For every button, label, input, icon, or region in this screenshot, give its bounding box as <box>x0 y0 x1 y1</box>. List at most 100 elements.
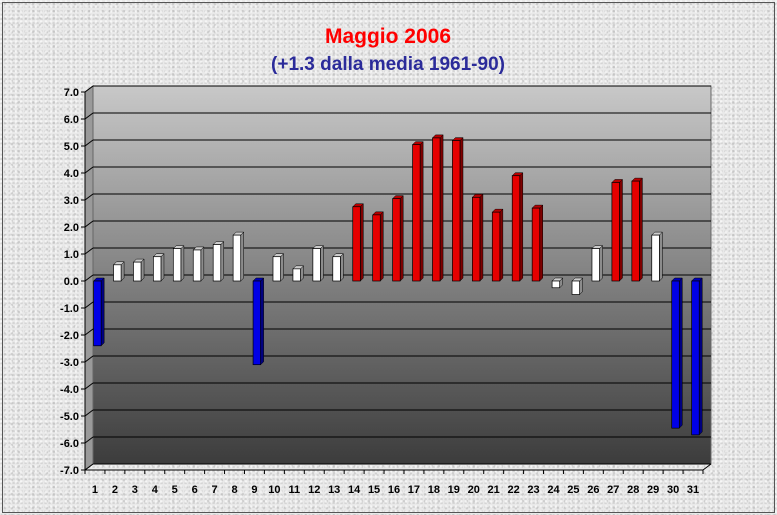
bar <box>372 214 381 282</box>
bar-side <box>100 277 105 347</box>
x-tick-label: 30 <box>667 484 679 496</box>
bar-side <box>240 231 244 282</box>
gridline-depth <box>84 112 94 120</box>
gridline-depth <box>84 220 94 228</box>
bar-side <box>479 193 484 282</box>
x-axis-depth <box>702 463 712 471</box>
bar <box>452 140 461 282</box>
gridline-depth <box>84 355 94 363</box>
x-tick-label: 20 <box>468 484 480 496</box>
x-tick-label: 8 <box>231 484 237 496</box>
bar <box>133 261 142 282</box>
bar-side <box>320 244 324 282</box>
bar-side <box>539 204 543 282</box>
y-tick-label: -5.0 <box>60 411 79 423</box>
bar <box>172 248 182 282</box>
gridline-depth <box>84 436 94 444</box>
x-tick-label: 23 <box>527 484 539 496</box>
y-tick-label: 2.0 <box>64 222 79 234</box>
bar <box>611 182 620 282</box>
y-tick-label: -1.0 <box>60 303 79 315</box>
bar <box>651 234 660 282</box>
gridline-depth <box>84 409 94 417</box>
bar <box>392 198 401 282</box>
y-tick-label: -4.0 <box>60 384 79 396</box>
gridline-depth <box>84 193 94 201</box>
x-tick-label: 4 <box>152 484 159 496</box>
y-tick-label: 6.0 <box>64 114 79 126</box>
bar-side <box>439 134 444 282</box>
x-tick-label: 10 <box>268 484 280 496</box>
x-tick-label: 18 <box>428 484 440 496</box>
x-tick-label: 25 <box>567 484 579 496</box>
bar <box>511 175 521 282</box>
bar-side <box>619 178 623 282</box>
x-tick-label: 17 <box>408 484 420 496</box>
x-tick-label: 7 <box>212 484 218 496</box>
bar-side <box>220 240 225 282</box>
bar <box>252 280 261 366</box>
bar <box>412 144 421 282</box>
bar <box>491 211 501 282</box>
y-tick-label: 0.0 <box>64 276 79 288</box>
y-tick-label: -2.0 <box>60 330 79 342</box>
bar <box>292 268 301 282</box>
bar <box>671 280 680 429</box>
y-tick-label: 4.0 <box>64 168 79 180</box>
bar <box>232 234 242 282</box>
bar-side <box>260 277 264 366</box>
bar <box>551 280 561 289</box>
x-tick-label: 22 <box>507 484 519 496</box>
bar-side <box>679 277 683 429</box>
y-tick-label: 5.0 <box>64 141 79 153</box>
bar-side <box>499 208 504 282</box>
gridline-depth <box>84 139 94 147</box>
bar <box>113 264 122 282</box>
y-tick-label: -7.0 <box>60 465 79 477</box>
bar <box>631 180 640 282</box>
x-tick-label: 29 <box>647 484 659 496</box>
x-tick-label: 24 <box>547 484 560 496</box>
x-tick-label: 12 <box>308 484 320 496</box>
bar-side <box>639 177 643 282</box>
chart-title: Maggio 2006 <box>325 25 451 48</box>
y-tick-label: -3.0 <box>60 357 79 369</box>
bar-side <box>698 277 703 436</box>
plot-area: -7.0 -6.0 -5.0 -4.0 -3.0 -2.0 -1.0 0.0 1.0 2.0 3.0… <box>60 85 712 496</box>
bar-side <box>340 253 344 282</box>
bar <box>531 207 541 282</box>
bar-side <box>360 203 364 282</box>
bar-side <box>180 244 185 282</box>
y-tick-label: 3.0 <box>64 195 79 207</box>
bar <box>352 206 361 282</box>
bar <box>312 248 321 282</box>
gridline-depth <box>84 463 94 471</box>
x-tick-label: 11 <box>289 484 301 496</box>
bar-side <box>519 172 524 282</box>
x-tick-label: 31 <box>687 484 699 496</box>
x-tick-label: 16 <box>388 484 400 496</box>
x-tick-label: 19 <box>448 484 460 496</box>
bar-side <box>280 253 284 282</box>
x-tick-label: 1 <box>92 484 98 496</box>
bar <box>192 249 202 282</box>
bar-side <box>380 211 384 282</box>
x-tick-label: 28 <box>627 484 639 496</box>
x-tick-label: 6 <box>192 484 198 496</box>
x-tick-label: 9 <box>251 484 257 496</box>
gridline-depth <box>84 301 94 309</box>
x-tick-label: 14 <box>348 484 361 496</box>
gridline-depth <box>84 166 94 174</box>
y-tick-label: 1.0 <box>64 249 79 261</box>
bar-side <box>200 246 205 282</box>
x-tick-label: 27 <box>607 484 619 496</box>
bar <box>272 256 281 282</box>
x-tick-label: 3 <box>132 484 138 496</box>
gridline-depth <box>84 85 94 93</box>
bar-side <box>140 258 145 282</box>
bar <box>332 256 341 282</box>
bar <box>591 248 600 282</box>
bar-side <box>419 141 424 282</box>
